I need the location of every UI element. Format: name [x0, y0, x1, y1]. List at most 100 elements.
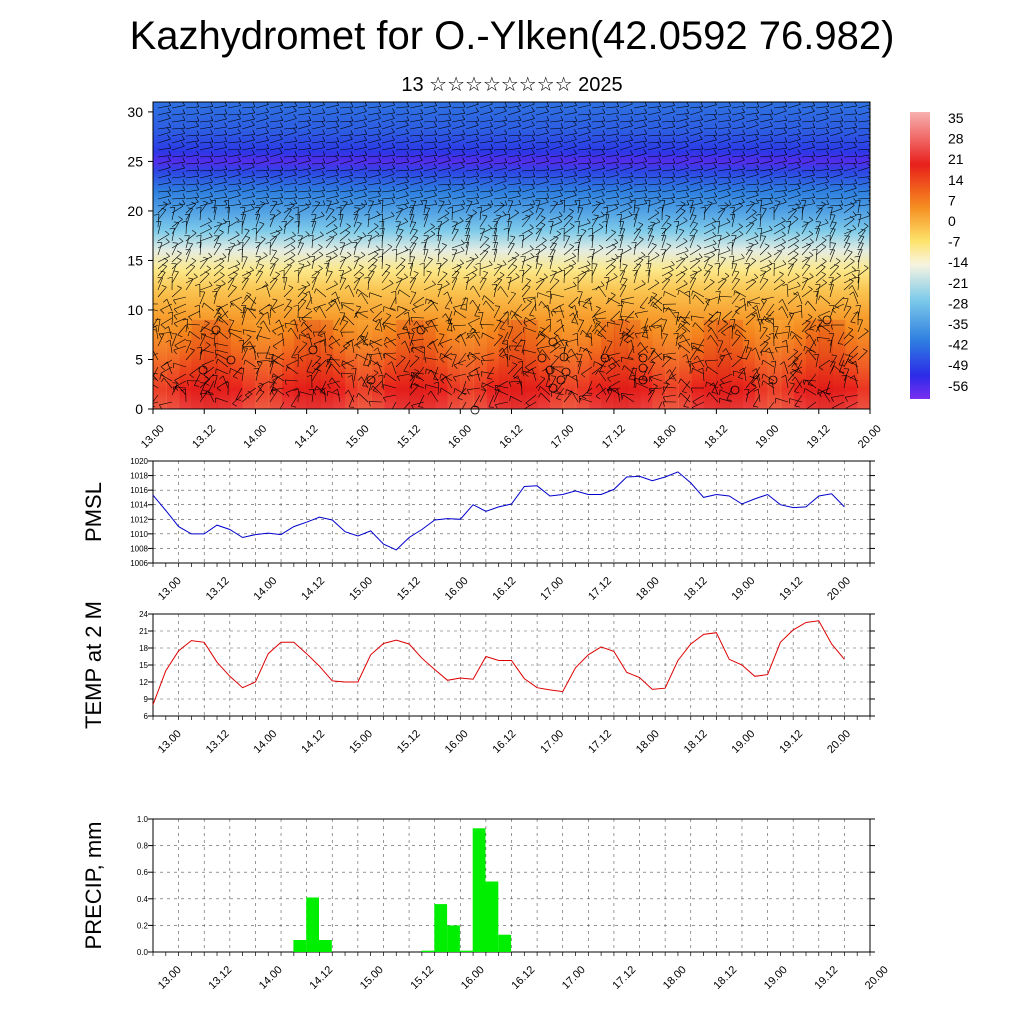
wind-barb	[343, 338, 355, 347]
wind-barb	[493, 306, 501, 319]
wind-barb	[507, 154, 521, 158]
wind-barb	[155, 326, 159, 340]
wind-barb-feather	[699, 156, 703, 162]
wind-barb	[269, 174, 283, 179]
wind-barb	[787, 125, 801, 130]
wind-barb-feather	[347, 374, 353, 378]
wind-barb	[843, 306, 852, 319]
wind-barb	[857, 331, 869, 340]
wind-barb	[633, 214, 638, 228]
wind-barb	[815, 106, 829, 109]
wind-barb-feather	[329, 235, 334, 238]
wind-barb-feather	[355, 289, 358, 294]
wind-barb-feather	[153, 329, 157, 331]
wind-barb	[591, 215, 605, 221]
wind-barb	[843, 146, 857, 151]
wind-barb	[222, 375, 229, 389]
wind-barb	[495, 389, 509, 396]
wind-barb	[437, 201, 445, 214]
wind-barb-feather	[251, 170, 255, 176]
wind-barb	[773, 241, 786, 249]
wind-barb-feather	[684, 290, 690, 294]
wind-barb-feather	[729, 207, 735, 209]
wind-barb	[753, 394, 761, 407]
wind-barb-feather	[737, 355, 742, 359]
wind-barb-feather	[174, 380, 179, 384]
wind-barb	[493, 264, 507, 270]
wind-barb-feather	[413, 271, 419, 274]
wind-barb	[199, 221, 212, 228]
x-tick-label: 18.00	[661, 964, 689, 992]
wind-barb-feather	[278, 413, 283, 414]
wind-barb-feather	[518, 186, 522, 192]
wind-barb-feather	[707, 335, 711, 340]
wind-barb-feather	[168, 150, 172, 156]
wind-barb	[759, 173, 773, 179]
wind-barb	[619, 235, 624, 249]
wind-barb-feather	[643, 149, 647, 154]
wind-barb-feather	[442, 313, 446, 318]
wind-barb-feather	[657, 206, 663, 209]
wind-barb	[171, 183, 186, 186]
wind-barb	[185, 350, 195, 361]
wind-barb-feather	[238, 199, 242, 205]
wind-barb	[465, 212, 477, 221]
wind-barb	[383, 394, 397, 398]
wind-barb	[507, 293, 516, 305]
wind-barb-feather	[304, 333, 309, 337]
wind-barb	[815, 168, 829, 172]
wind-barb-feather	[714, 143, 718, 149]
wind-barb-feather	[635, 263, 641, 266]
wind-barb-feather	[770, 143, 774, 149]
wind-barb	[199, 174, 213, 179]
wind-barb	[605, 277, 610, 291]
wind-barb-feather	[700, 206, 706, 209]
wind-barb-feather	[377, 255, 383, 258]
wind-barb	[829, 207, 833, 221]
wind-barb-feather	[489, 149, 493, 154]
wind-barb-feather	[666, 243, 672, 246]
wind-barb-feather	[280, 143, 284, 148]
wind-barb	[598, 370, 607, 382]
wind-barb	[269, 361, 274, 375]
wind-barb	[549, 168, 563, 172]
wind-barb	[608, 359, 621, 367]
wind-barb-feather	[266, 192, 270, 198]
wind-barb-feather	[402, 307, 407, 311]
wind-barb	[244, 359, 257, 368]
wind-barb-feather	[530, 297, 536, 301]
wind-barb-feather	[554, 278, 560, 281]
wind-barb-feather	[710, 251, 715, 255]
wind-barb-feather	[611, 257, 616, 261]
wind-barb	[269, 354, 274, 368]
wind-barb	[241, 348, 248, 361]
wind-barb	[829, 305, 835, 319]
wind-barb	[185, 162, 200, 165]
wind-barb-feather	[804, 331, 809, 336]
wind-barb-feather	[211, 206, 217, 209]
wind-barb-feather	[169, 207, 175, 209]
wind-barb-feather	[403, 273, 408, 278]
wind-barb	[559, 305, 565, 319]
wind-barb-feather	[174, 345, 179, 349]
wind-barb-feather	[672, 122, 676, 127]
wind-barb	[731, 195, 745, 200]
wind-barb	[339, 242, 352, 249]
wind-barb	[633, 229, 642, 242]
wind-barb-feather	[797, 183, 801, 189]
wind-barb	[171, 287, 182, 298]
wind-barb-feather	[405, 177, 409, 182]
wind-barb	[815, 239, 827, 249]
wind-barb-feather	[630, 116, 634, 121]
wind-barb-feather	[630, 199, 636, 202]
wind-barb	[787, 161, 801, 165]
wind-barb	[647, 111, 661, 116]
wind-barb	[437, 259, 448, 270]
wind-barb	[759, 255, 772, 263]
wind-barb-feather	[807, 313, 813, 318]
wind-barb-feather	[628, 211, 633, 216]
wind-barb-feather	[196, 165, 200, 171]
wind-barb	[185, 175, 199, 179]
wind-barb	[451, 125, 465, 130]
